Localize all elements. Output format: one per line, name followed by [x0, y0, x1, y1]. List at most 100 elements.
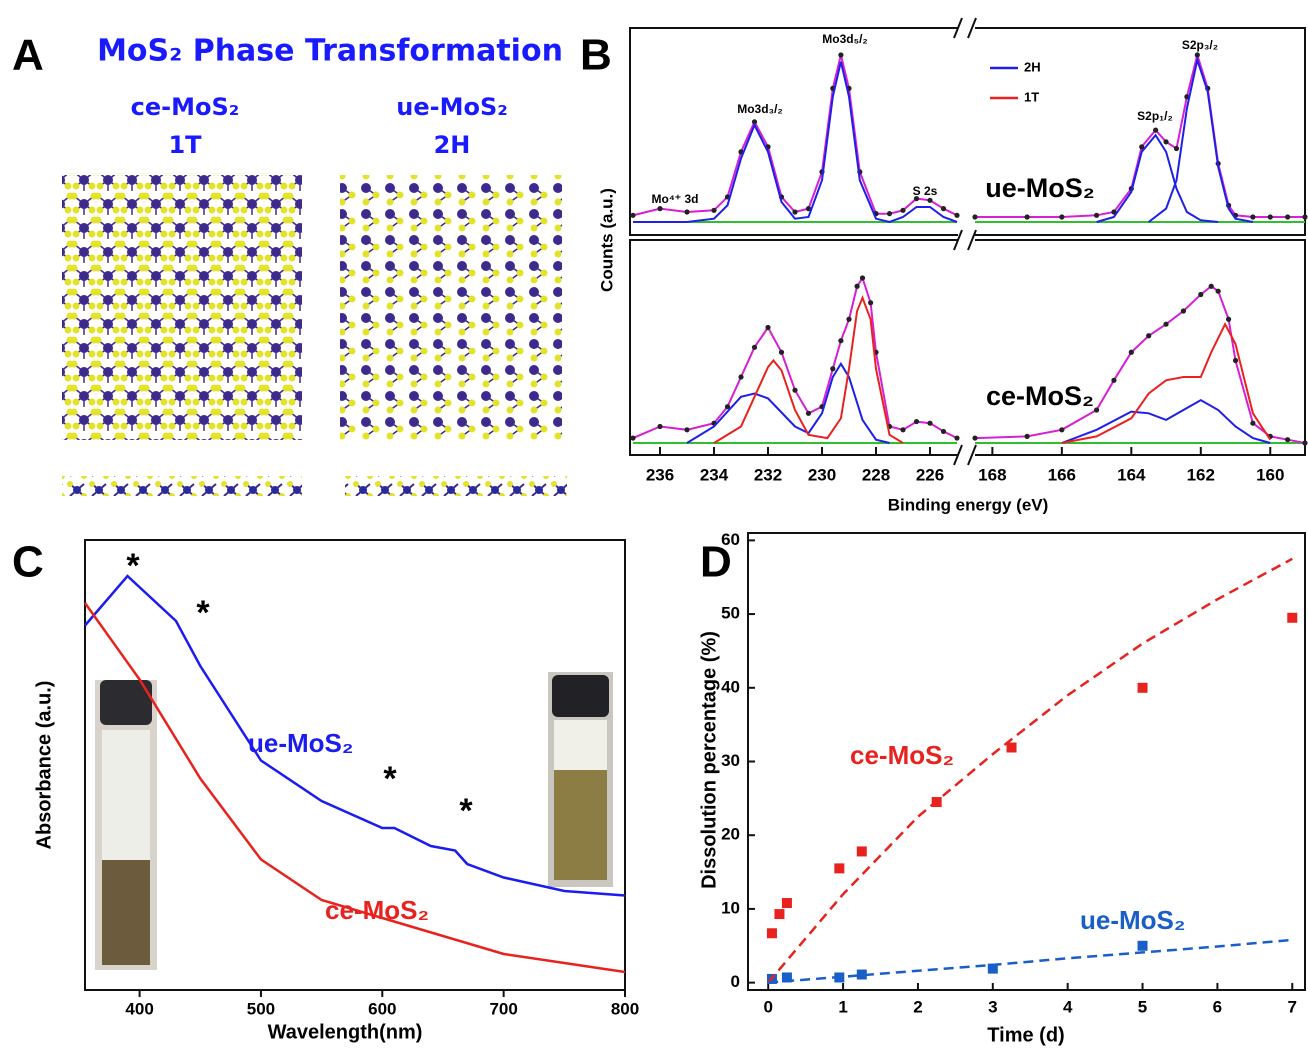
y-tick-label: 60	[721, 530, 740, 549]
x-tick-label: 2	[913, 997, 922, 1016]
lattice-1t	[62, 175, 302, 440]
data-point	[630, 213, 635, 218]
x-tick-label: 228	[862, 465, 890, 484]
legend-label: 2H	[1024, 59, 1041, 74]
data-point	[954, 435, 959, 440]
peak-label: Mo3d₅/₂	[822, 32, 868, 46]
data-point	[927, 421, 932, 426]
y-axis-label: Absorbance (a.u.)	[33, 681, 55, 850]
x-tick-label: 234	[700, 465, 729, 484]
y-tick-label: 10	[721, 898, 740, 917]
data-point	[900, 427, 905, 432]
figure: A B C D MoS₂ Phase Transformation ce-MoS…	[0, 0, 1308, 1048]
data-point	[767, 928, 777, 938]
spectrum-line	[714, 298, 903, 443]
data-point	[1025, 434, 1030, 439]
data-point	[782, 898, 792, 908]
data-point	[1111, 378, 1116, 383]
data-point	[774, 909, 784, 919]
data-point	[779, 350, 784, 355]
spectrum-line	[687, 364, 890, 443]
x-tick-label: 3	[988, 997, 997, 1016]
data-point	[838, 52, 843, 57]
x-tick-label: 400	[125, 999, 153, 1018]
peak-marker: *	[383, 760, 397, 798]
x-tick-label: 168	[978, 465, 1006, 484]
y-axis-label: Dissolution percentage (%)	[698, 631, 720, 889]
x-tick-label: 600	[368, 999, 396, 1018]
data-point	[657, 206, 662, 211]
x-tick-label: 7	[1288, 997, 1297, 1016]
series-label: ue-MoS₂	[1080, 905, 1185, 935]
data-point	[972, 214, 977, 219]
data-point	[972, 435, 977, 440]
peak-label: S 2s	[913, 184, 938, 198]
x-tick-label: 700	[489, 999, 517, 1018]
data-point	[1209, 284, 1214, 289]
x-tick-label: 4	[1063, 997, 1073, 1016]
x-axis-label: Time (d)	[987, 1024, 1064, 1046]
y-tick-label: 50	[721, 604, 740, 623]
data-point	[630, 435, 635, 440]
sample-label: ce-MoS₂	[986, 381, 1094, 411]
x-tick-label: 0	[763, 997, 772, 1016]
data-point	[1302, 440, 1307, 445]
data-point	[1181, 308, 1186, 313]
vial	[548, 672, 613, 887]
side-view	[62, 476, 302, 496]
series-label: ce-MoS₂	[325, 895, 429, 925]
data-point	[1250, 421, 1255, 426]
data-point	[1287, 613, 1297, 623]
data-point	[927, 198, 932, 203]
panel-label: A	[12, 31, 44, 80]
data-point	[1268, 214, 1273, 219]
x-axis-label: Wavelength(nm)	[268, 1021, 423, 1043]
data-point	[900, 208, 905, 213]
data-point	[1302, 214, 1307, 219]
data-point	[868, 300, 873, 305]
panel-label: C	[12, 538, 44, 587]
series-label: ue-MoS₂	[248, 728, 353, 758]
sample-label: ue-MoS₂	[985, 173, 1095, 203]
data-point	[914, 419, 919, 424]
x-tick-label: 6	[1213, 997, 1222, 1016]
x-tick-label: 1	[838, 997, 847, 1016]
data-point	[1226, 317, 1231, 322]
data-point	[1216, 289, 1221, 294]
data-point	[1146, 333, 1151, 338]
data-point	[838, 338, 843, 343]
data-point	[711, 208, 716, 213]
data-point	[941, 206, 946, 211]
peak-label: S2p₃/₂	[1182, 38, 1218, 52]
data-point	[887, 211, 892, 216]
peak-label: Mo3d₃/₂	[737, 102, 783, 116]
side-view	[345, 476, 567, 496]
peak-marker: *	[126, 547, 140, 585]
structure-name: ce-MoS₂	[131, 93, 240, 121]
y-tick-label: 40	[721, 677, 740, 696]
data-point	[1094, 407, 1099, 412]
x-tick-label: 226	[916, 465, 944, 484]
data-point	[657, 424, 662, 429]
fit-line	[768, 559, 1292, 983]
data-point	[1153, 128, 1158, 133]
y-tick-label: 30	[721, 751, 740, 770]
y-tick-label: 20	[721, 825, 740, 844]
data-point	[1174, 146, 1179, 151]
series-label: ce-MoS₂	[850, 740, 954, 770]
peak-label: Mo⁴⁺ 3d	[652, 192, 699, 206]
structure-phase: 2H	[434, 131, 471, 159]
data-point	[1233, 358, 1238, 363]
data-point	[1059, 427, 1064, 432]
data-point	[1163, 139, 1168, 144]
x-tick-label: 800	[611, 999, 639, 1018]
data-point	[1138, 683, 1148, 693]
x-tick-label: 236	[646, 465, 674, 484]
diagram-title: MoS₂ Phase Transformation	[97, 34, 563, 69]
data-point	[1285, 214, 1290, 219]
data-point	[1138, 941, 1148, 951]
data-point	[1007, 742, 1017, 752]
x-tick-label: 232	[754, 465, 782, 484]
data-point	[941, 429, 946, 434]
peak-label: S2p₁/₂	[1137, 109, 1173, 123]
